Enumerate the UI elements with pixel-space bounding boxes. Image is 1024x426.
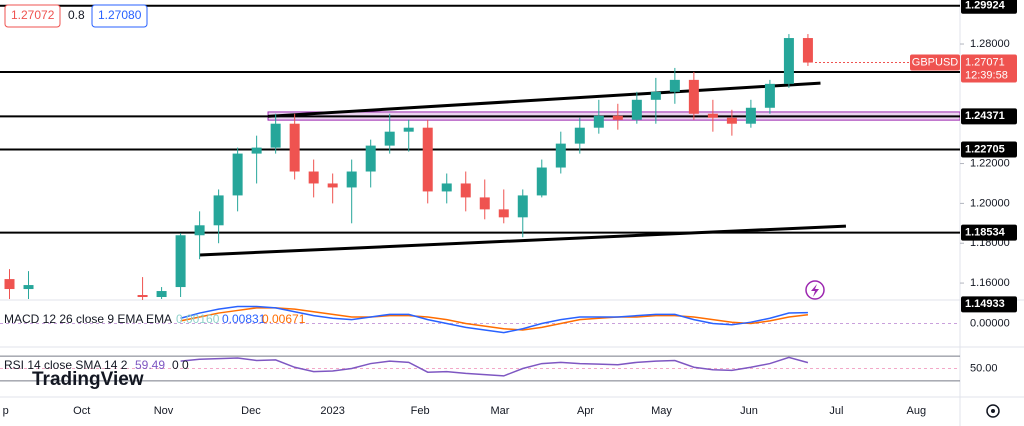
price-box (91, 4, 148, 28)
countdown: 12:39:58 (965, 69, 1008, 81)
candle-body (346, 171, 357, 188)
candle-body (631, 99, 642, 120)
candle-body (289, 123, 300, 172)
candle-body (707, 113, 718, 118)
rsi-value: 59.49 (135, 358, 165, 372)
main-pane (0, 4, 960, 300)
x-tick-label: Feb (411, 405, 430, 417)
macd-line (180, 305, 808, 334)
level-label-box (961, 224, 1017, 241)
y-tick-label: 1.20000 (970, 197, 1010, 209)
candle-body (745, 107, 756, 124)
candle-body (498, 209, 509, 218)
macd-hist-value: 0.00160 (176, 312, 220, 326)
level-label-box (961, 141, 1017, 158)
x-tick-label: Mar (490, 405, 509, 417)
candle-body (232, 153, 243, 196)
macd-signal-value: 0.00671 (262, 312, 306, 326)
symbol-box (910, 54, 960, 71)
candle-body (517, 195, 528, 218)
candle-body (384, 131, 395, 146)
watermark: TradingView (32, 369, 144, 390)
level-label-box (961, 108, 1017, 125)
candle-body (137, 295, 148, 298)
candle-body (593, 115, 604, 128)
y-tick-label: 1.16000 (970, 277, 1010, 289)
x-tick-label: Jun (740, 405, 758, 417)
x-tick-label: May (651, 405, 672, 417)
candle-body (441, 183, 452, 192)
level-label: 1.29924 (965, 0, 1006, 12)
candle-body (23, 285, 34, 290)
candle-body (726, 117, 737, 124)
rsi-extra: 0 0 (172, 358, 189, 372)
candle-body (650, 91, 661, 100)
y-tick-label: 1.28000 (970, 38, 1010, 50)
current-price-label: 1.27071 (965, 56, 1005, 68)
trendline (199, 224, 847, 257)
candle-body (460, 183, 471, 198)
current-price-box (961, 54, 1017, 83)
candle-body (194, 225, 205, 236)
candle-body (555, 143, 566, 168)
candle-body (156, 291, 167, 298)
legend-price: 1.27072 (11, 8, 55, 22)
level-label: 1.14933 (965, 298, 1005, 310)
y-tick-label: 1.22000 (970, 157, 1010, 169)
candle-body (783, 38, 794, 84)
rsi-tick-label: 50.00 (970, 362, 998, 374)
level-label: 1.24371 (965, 110, 1005, 122)
legend-price: 1.27080 (98, 8, 142, 22)
level-label: 1.22705 (965, 143, 1005, 155)
x-tick-label: Apr (577, 405, 594, 417)
price-box (4, 4, 61, 28)
legend-price: 0.8 (68, 8, 85, 22)
candle-body (802, 38, 813, 63)
trendline (267, 81, 821, 118)
level-label: 1.18534 (965, 226, 1006, 238)
x-tick-label: Aug (906, 405, 926, 417)
lightning-glyph (811, 284, 819, 297)
level-label-box (961, 296, 1017, 313)
candle-body (403, 127, 414, 132)
settings-icon[interactable] (986, 404, 1000, 418)
x-tick-label: Nov (154, 405, 174, 417)
candle-body (4, 279, 15, 290)
candle-body (308, 171, 319, 184)
x-tick-label: Dec (241, 405, 261, 417)
candle-body (213, 195, 224, 226)
x-tick-label: Oct (73, 405, 90, 417)
symbol-label: GBPUSD (912, 56, 959, 68)
candle-body (574, 127, 585, 144)
candle-body (764, 83, 775, 108)
candle-body (327, 183, 338, 188)
x-tick-label: Jul (829, 405, 843, 417)
macd-signal-line (180, 307, 809, 331)
candle-body (612, 115, 623, 120)
macd-value: 0.00831 (222, 312, 266, 326)
candle-body (365, 145, 376, 172)
macd-tick-label: 0.00000 (970, 317, 1010, 329)
candle-body (175, 235, 186, 288)
x-tick-label: p (3, 405, 9, 417)
macd-label: MACD 12 26 close 9 EMA EMA (4, 312, 172, 326)
candle-body (536, 167, 547, 196)
candle-body (688, 79, 699, 114)
candle-body (669, 79, 680, 92)
candle-body (422, 127, 433, 192)
candle-body (479, 197, 490, 210)
settings-dot (991, 409, 995, 413)
lightning-icon[interactable] (805, 280, 825, 300)
level-label-box (961, 0, 1017, 14)
rsi-label: RSI 14 close SMA 14 2 (4, 358, 128, 372)
candle-body (251, 147, 262, 154)
x-tick-label: 2023 (320, 405, 344, 417)
candle-body (270, 123, 281, 148)
rsi-line (180, 356, 809, 377)
